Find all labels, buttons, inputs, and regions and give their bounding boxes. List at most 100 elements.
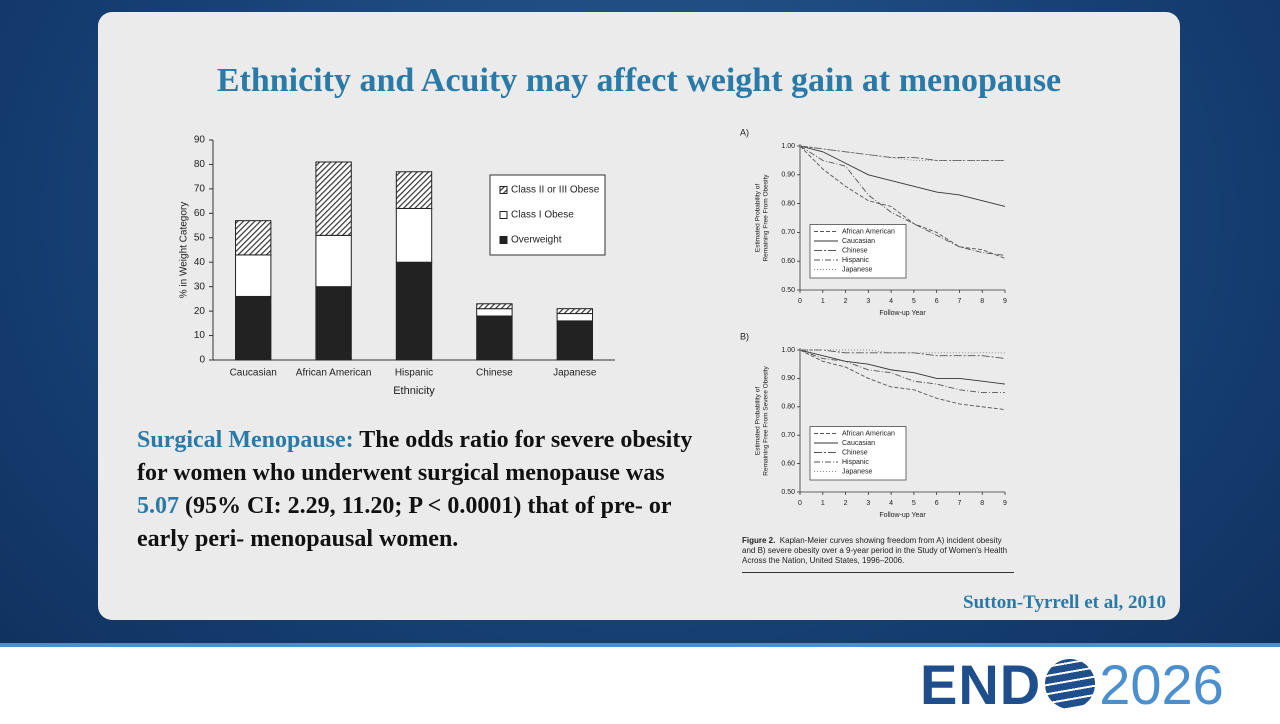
bar-segment: [315, 286, 352, 361]
body-text: Surgical Menopause: The odds ratio for s…: [137, 424, 697, 556]
x-axis-label: Follow-up Year: [879, 512, 926, 519]
y-tick-label: 1.00: [781, 347, 795, 354]
bar-segment: [556, 320, 593, 361]
x-tick-label: 6: [935, 298, 939, 305]
bar-segment: [235, 295, 272, 361]
y-tick-label: 0: [199, 355, 205, 366]
x-tick-label: 4: [889, 298, 893, 305]
bar-segment: [395, 207, 433, 263]
caption-text: Kaplan-Meier curves showing freedom from…: [742, 536, 1008, 565]
survival-curve: [800, 349, 1005, 354]
x-tick-label: 9: [1003, 298, 1007, 305]
x-tick-label: Japanese: [553, 368, 597, 379]
x-tick-label: 0: [798, 500, 802, 507]
y-tick-label: 70: [194, 184, 206, 195]
bar-segment: [556, 313, 593, 322]
bar-segment: [476, 303, 513, 310]
y-axis-label: Remaining Free From Obesity: [763, 174, 770, 262]
legend-label: Japanese: [842, 266, 872, 273]
bar-segment: [395, 261, 433, 361]
logo-year: 2026: [1099, 652, 1224, 716]
x-tick-label: 2: [844, 500, 848, 507]
caption-label: Figure 2.: [742, 536, 776, 545]
x-tick-label: 7: [957, 298, 961, 305]
panel-label: A): [740, 127, 749, 137]
x-tick-label: Hispanic: [395, 368, 433, 379]
survival-curve: [799, 145, 1006, 207]
legend-label: Caucasian: [842, 440, 875, 447]
y-tick-label: 90: [194, 135, 206, 146]
legend-label: Caucasian: [842, 238, 875, 245]
legend-swatch: [499, 236, 508, 244]
figure-caption: Figure 2. Kaplan-Meier curves showing fr…: [742, 536, 1014, 573]
y-tick-label: 0.50: [781, 287, 795, 294]
y-tick-label: 0.60: [781, 258, 795, 265]
y-axis-label: Remaining Free From Severe Obesity: [763, 366, 770, 476]
survival-curve: [799, 145, 1005, 161]
y-axis-label: Estimated Probability of: [755, 184, 762, 252]
y-tick-label: 0.50: [781, 489, 795, 496]
y-tick-label: 0.60: [781, 460, 795, 467]
bar-segment: [235, 220, 272, 256]
bar-segment: [556, 308, 593, 315]
legend-label: Class I Obese: [511, 210, 574, 221]
x-tick-label: 8: [980, 298, 984, 305]
y-tick-label: 20: [194, 306, 206, 317]
slide-title: Ethnicity and Acuity may affect weight g…: [216, 62, 1062, 99]
x-tick-label: 9: [1003, 500, 1007, 507]
x-tick-label: 1: [821, 500, 825, 507]
y-tick-label: 0.70: [781, 229, 795, 236]
y-tick-label: 0.80: [781, 404, 795, 411]
bar-segment: [476, 315, 513, 361]
survival-curve: [799, 349, 1005, 394]
logo: END 2026: [920, 652, 1224, 716]
x-tick-label: 5: [912, 500, 916, 507]
citation: Sutton-Tyrrell et al, 2010: [963, 592, 1166, 613]
legend-label: Class II or III Obese: [511, 185, 600, 196]
x-tick-label: African American: [296, 368, 372, 379]
bar-segment: [315, 234, 352, 288]
y-tick-label: 40: [194, 257, 206, 268]
y-tick-label: 0.90: [781, 172, 795, 179]
legend-box: [489, 174, 606, 256]
content-card: [98, 12, 1180, 620]
odds-ratio: 5.07: [137, 493, 179, 519]
x-axis-label: Follow-up Year: [879, 310, 926, 317]
legend-swatch: [499, 186, 508, 194]
x-axis-label: Ethnicity: [393, 385, 435, 397]
logo-globe: [1045, 659, 1096, 709]
bar-segment: [235, 254, 272, 297]
legend-label: Chinese: [842, 449, 868, 456]
y-tick-label: 0.90: [781, 375, 795, 382]
survival-curve: [799, 349, 1006, 385]
legend-label: Overweight: [511, 235, 562, 246]
x-tick-label: 4: [889, 500, 893, 507]
legend-label: Hispanic: [842, 459, 869, 466]
y-tick-label: 30: [194, 281, 206, 292]
bar-segment: [476, 308, 513, 317]
y-tick-label: 10: [194, 330, 206, 341]
survival-curve: [799, 145, 1006, 256]
y-tick-label: 0.80: [781, 200, 795, 207]
body-text-part: (95% CI: 2.29, 11.20; P < 0.0001) that o…: [137, 493, 672, 552]
y-tick-label: 0.70: [781, 432, 795, 439]
body-label: Surgical Menopause:: [137, 427, 354, 453]
survival-curve: [799, 349, 1006, 411]
legend-label: African American: [842, 430, 895, 437]
legend-label: Hispanic: [842, 257, 869, 264]
x-tick-label: 6: [935, 500, 939, 507]
x-tick-label: Chinese: [476, 368, 513, 379]
survival-curve: [799, 145, 1005, 161]
bar-segment: [395, 171, 433, 209]
logo-text: END: [920, 652, 1042, 716]
x-tick-label: 7: [957, 500, 961, 507]
x-tick-label: 3: [866, 500, 870, 507]
legend-label: Japanese: [842, 468, 872, 475]
legend-label: Chinese: [842, 247, 868, 254]
y-tick-label: 80: [194, 159, 206, 170]
legend-label: African American: [842, 228, 895, 235]
y-tick-label: 1.00: [781, 143, 795, 150]
y-tick-label: 50: [194, 232, 206, 243]
